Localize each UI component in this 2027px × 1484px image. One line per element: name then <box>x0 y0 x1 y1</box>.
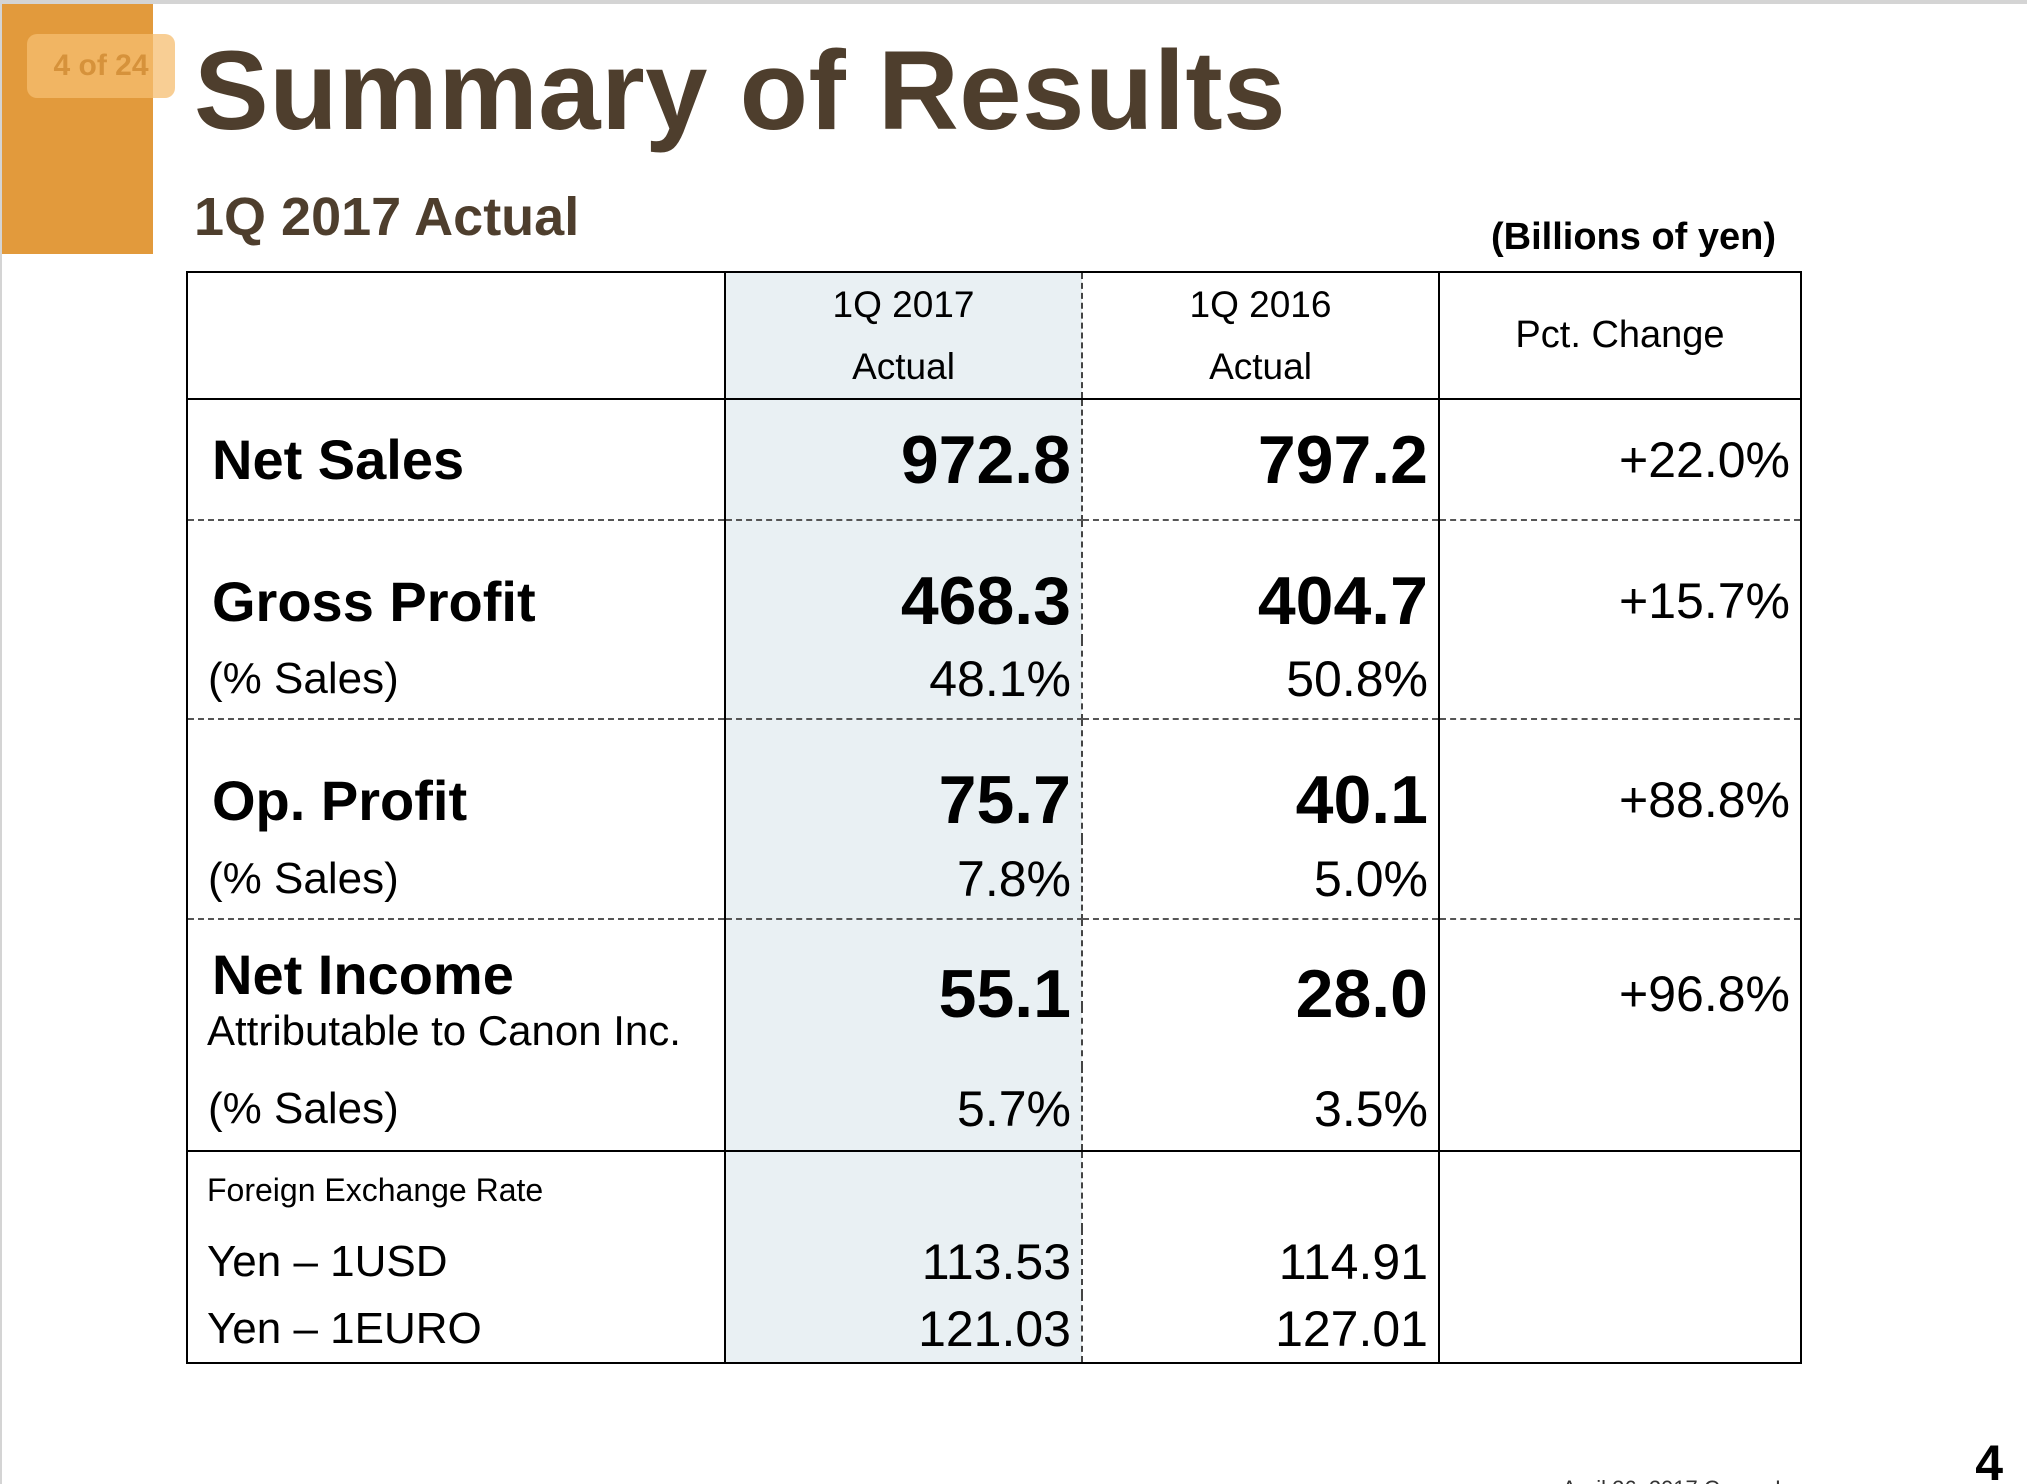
results-table: 1Q 2017 Actual 1Q 2016 Actual Pct. Chang… <box>186 271 1802 1364</box>
fx-euro-label: Yen – 1EURO <box>186 1295 726 1364</box>
net-income-pct-1q2016: 3.5% <box>1082 1067 1440 1152</box>
fx-title-change-empty <box>1439 1151 1802 1229</box>
table-row-fx-title: Foreign Exchange Rate <box>186 1151 1802 1229</box>
header-1q2017-line1: 1Q 2017 <box>832 283 975 325</box>
fx-title-1q2017-empty <box>725 1151 1083 1229</box>
op-profit-1q2017: 75.7 <box>725 719 1083 839</box>
slide-subtitle: 1Q 2017 Actual <box>194 187 580 247</box>
table-row-op-profit: Op. Profit 75.7 40.1 +88.8% <box>186 719 1802 839</box>
fx-usd-change-empty <box>1439 1229 1802 1295</box>
gross-profit-change: +15.7% <box>1439 520 1802 640</box>
slide-title: Summary of Results <box>194 28 1286 153</box>
net-income-1q2016: 28.0 <box>1082 919 1440 1067</box>
fx-euro-1q2016: 127.01 <box>1082 1295 1440 1364</box>
op-profit-change: +88.8% <box>1439 719 1802 839</box>
net-income-label: Net Income <box>186 919 726 1007</box>
header-1q2016-line2: Actual <box>1209 345 1312 387</box>
net-income-change: +96.8% <box>1439 919 1802 1067</box>
fx-label: Foreign Exchange Rate <box>186 1151 726 1229</box>
fx-usd-1q2016: 114.91 <box>1082 1229 1440 1295</box>
fx-title-1q2016-empty <box>1082 1151 1440 1229</box>
fx-euro-1q2017: 121.03 <box>725 1295 1083 1364</box>
gross-profit-1q2017: 468.3 <box>725 520 1083 640</box>
gross-profit-pct-label: (% Sales) <box>186 640 726 720</box>
net-income-pct-1q2017: 5.7% <box>725 1067 1083 1152</box>
table-row-fx-euro: Yen – 1EURO 121.03 127.01 <box>186 1295 1802 1364</box>
page-number: 4 <box>1975 1435 2003 1484</box>
header-1q2016-line1: 1Q 2016 <box>1189 283 1332 325</box>
op-profit-label: Op. Profit <box>186 719 726 839</box>
footnote: April 26, 2017 Canon Inc. <box>1562 1476 1810 1484</box>
op-profit-pct-change-empty <box>1439 839 1802 920</box>
op-profit-1q2016: 40.1 <box>1082 719 1440 839</box>
table-row-net-income: Net Income 55.1 28.0 +96.8% <box>186 919 1802 1067</box>
net-income-pct-change-empty <box>1439 1067 1802 1152</box>
net-sales-1q2016: 797.2 <box>1082 399 1440 521</box>
gross-profit-pct-1q2017: 48.1% <box>725 640 1083 720</box>
fx-euro-change-empty <box>1439 1295 1802 1364</box>
net-income-pct-label: (% Sales) <box>186 1067 726 1152</box>
unit-note: (Billions of yen) <box>1491 216 1776 258</box>
gross-profit-1q2016: 404.7 <box>1082 520 1440 640</box>
net-income-1q2017: 55.1 <box>725 919 1083 1067</box>
gross-profit-pct-1q2016: 50.8% <box>1082 640 1440 720</box>
header-1q2017-line2: Actual <box>852 345 955 387</box>
gross-profit-label: Gross Profit <box>186 520 726 640</box>
table-header-row: 1Q 2017 Actual 1Q 2016 Actual Pct. Chang… <box>186 271 1802 400</box>
op-profit-pct-label: (% Sales) <box>186 839 726 920</box>
table-row-net-sales: Net Sales 972.8 797.2 +22.0% <box>186 399 1802 521</box>
header-1q2017: 1Q 2017 Actual <box>725 271 1083 400</box>
table-row-gross-profit: Gross Profit 468.3 404.7 +15.7% <box>186 520 1802 640</box>
table-row-net-income-pct: (% Sales) 5.7% 3.5% <box>186 1067 1802 1152</box>
header-blank-cell <box>186 271 726 400</box>
op-profit-pct-1q2017: 7.8% <box>725 839 1083 920</box>
net-income-sublabel: Attributable to Canon Inc. <box>186 1007 726 1067</box>
slide: 4 of 24 Summary of Results 1Q 2017 Actua… <box>2 4 2027 1484</box>
table-row-op-profit-pct: (% Sales) 7.8% 5.0% <box>186 839 1802 920</box>
net-sales-label: Net Sales <box>186 399 726 521</box>
op-profit-pct-1q2016: 5.0% <box>1082 839 1440 920</box>
net-sales-1q2017: 972.8 <box>725 399 1083 521</box>
table-row-net-income-sub: Attributable to Canon Inc. <box>186 1007 1801 1067</box>
net-sales-change: +22.0% <box>1439 399 1802 521</box>
gross-profit-pct-change-empty <box>1439 640 1802 720</box>
table-row-fx-usd: Yen – 1USD 113.53 114.91 <box>186 1229 1802 1295</box>
table-row-gross-profit-pct: (% Sales) 48.1% 50.8% <box>186 640 1802 720</box>
fx-usd-1q2017: 113.53 <box>725 1229 1083 1295</box>
page-indicator-badge: 4 of 24 <box>27 34 175 98</box>
fx-usd-label: Yen – 1USD <box>186 1229 726 1295</box>
header-pct-change: Pct. Change <box>1439 271 1802 400</box>
header-1q2016: 1Q 2016 Actual <box>1082 271 1440 400</box>
